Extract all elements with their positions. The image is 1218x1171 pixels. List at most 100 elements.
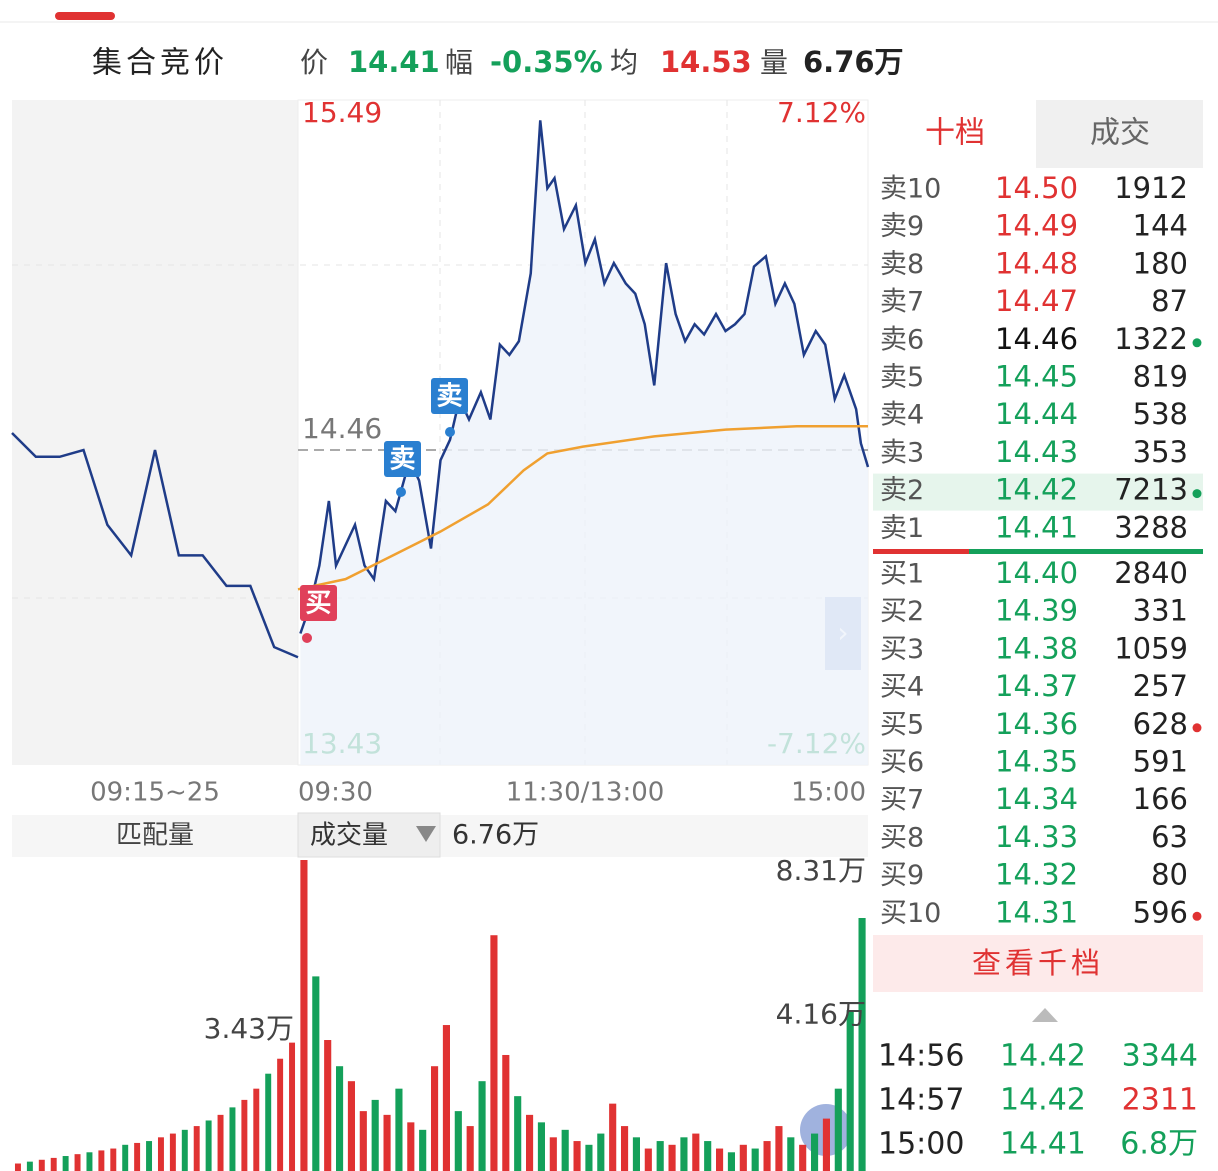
level-price: 14.45 bbox=[995, 360, 1078, 394]
volume-bar bbox=[336, 1066, 344, 1171]
dropdown-icon[interactable] bbox=[416, 826, 436, 842]
auction-volume-bar bbox=[98, 1150, 105, 1171]
header-label: 均 bbox=[610, 46, 638, 79]
trade-marker[interactable] bbox=[431, 378, 468, 414]
level-label: 买3 bbox=[880, 634, 924, 665]
price-line bbox=[299, 120, 870, 634]
more-button[interactable] bbox=[873, 935, 1203, 992]
volume-bar bbox=[514, 1096, 522, 1171]
volume-bar bbox=[668, 1144, 676, 1171]
level-price: 14.39 bbox=[995, 594, 1078, 628]
level-price: 14.40 bbox=[995, 556, 1078, 590]
tab-label[interactable]: 成交 bbox=[1090, 116, 1150, 151]
header-label: 量 bbox=[760, 46, 788, 79]
trade-marker-dot bbox=[302, 633, 312, 643]
level-volume: 87 bbox=[1151, 284, 1188, 318]
level-label: 卖3 bbox=[880, 437, 924, 468]
auction-volume-bar bbox=[62, 1156, 69, 1171]
level-label: 买8 bbox=[880, 822, 924, 853]
level-label: 卖6 bbox=[880, 324, 924, 355]
level-price: 14.43 bbox=[995, 435, 1078, 469]
level-label: 卖9 bbox=[880, 211, 924, 242]
volume-tab[interactable] bbox=[297, 812, 441, 858]
volume-bar bbox=[312, 976, 320, 1171]
volume-bar bbox=[787, 1137, 795, 1171]
level-volume: 331 bbox=[1133, 594, 1188, 628]
auction-volume-bar bbox=[26, 1161, 33, 1171]
level-volume: 353 bbox=[1133, 435, 1188, 469]
level-label: 买2 bbox=[880, 596, 924, 627]
volume-bar bbox=[466, 1126, 474, 1171]
level-volume: 3288 bbox=[1114, 510, 1188, 544]
tab-active[interactable] bbox=[873, 100, 1036, 168]
level-label: 买6 bbox=[880, 747, 924, 778]
more-button-label[interactable]: 查看千档 bbox=[972, 946, 1104, 980]
level-volume: 819 bbox=[1133, 360, 1188, 394]
time-label: 11:30/13:00 bbox=[506, 778, 665, 808]
header-value: 14.41 bbox=[348, 45, 440, 79]
volume-bar bbox=[395, 1088, 403, 1171]
divider-sell bbox=[873, 549, 969, 554]
trade-price: 14.42 bbox=[1000, 1039, 1086, 1074]
trade-time: 14:57 bbox=[878, 1083, 964, 1118]
auction-volume-bar bbox=[122, 1144, 129, 1171]
level-volume: 591 bbox=[1133, 745, 1188, 779]
level-label: 卖7 bbox=[880, 287, 924, 318]
volume-bar bbox=[858, 918, 866, 1171]
y-tick-label: 14.46 bbox=[302, 412, 382, 445]
tab-label[interactable]: 十档 bbox=[925, 116, 985, 151]
level-volume: 1059 bbox=[1114, 631, 1188, 665]
volume-bar bbox=[656, 1141, 664, 1171]
volume-bar bbox=[383, 1114, 391, 1171]
volume-tab-left: 匹配量 bbox=[116, 821, 194, 851]
level-price: 14.33 bbox=[995, 820, 1078, 854]
trade-marker-label: 卖 bbox=[389, 445, 415, 475]
level-price: 14.31 bbox=[995, 895, 1078, 929]
volume-bar bbox=[454, 1111, 462, 1171]
volume-bar bbox=[632, 1137, 640, 1171]
auction-volume-bar bbox=[157, 1137, 164, 1171]
auction-volume-label: 3.43万 bbox=[204, 1012, 294, 1045]
trade-marker[interactable] bbox=[300, 585, 337, 621]
level-price: 14.44 bbox=[995, 397, 1078, 431]
tab[interactable] bbox=[1036, 100, 1203, 168]
time-label: 15:00 bbox=[791, 778, 866, 808]
volume-bar bbox=[692, 1133, 700, 1171]
level-label: 买7 bbox=[880, 785, 924, 816]
volume-bar bbox=[371, 1099, 379, 1171]
level-price: 14.49 bbox=[995, 209, 1078, 243]
level-price: 14.34 bbox=[995, 782, 1078, 816]
auction-volume-bar bbox=[146, 1141, 153, 1171]
auction-volume-bar bbox=[205, 1120, 212, 1171]
auction-volume-bar bbox=[50, 1157, 57, 1171]
expand-icon[interactable] bbox=[1032, 1008, 1058, 1022]
auction-volume-bar bbox=[86, 1152, 93, 1171]
header-label: 幅 bbox=[445, 46, 473, 79]
auction-volume-bar bbox=[14, 1163, 21, 1171]
volume-total: 6.76万 bbox=[452, 820, 539, 851]
volume-bar bbox=[300, 860, 308, 1171]
level-label: 买10 bbox=[880, 898, 941, 929]
trade-volume: 2311 bbox=[1122, 1083, 1198, 1118]
auction-line bbox=[11, 432, 299, 659]
trade-price: 14.42 bbox=[1000, 1083, 1086, 1118]
volume-tab[interactable]: 成交量 bbox=[310, 821, 388, 851]
level-volume: 1912 bbox=[1114, 171, 1188, 205]
level-price: 14.32 bbox=[995, 858, 1078, 892]
trade-price: 14.41 bbox=[1000, 1127, 1086, 1162]
level-label: 卖10 bbox=[880, 174, 941, 205]
level-volume: 144 bbox=[1133, 209, 1188, 243]
avg-line bbox=[297, 424, 868, 591]
level-price: 14.38 bbox=[995, 631, 1078, 665]
volume-bar bbox=[407, 1122, 415, 1171]
level-price: 14.37 bbox=[995, 669, 1078, 703]
level-dot bbox=[1192, 489, 1202, 499]
volume-bar bbox=[716, 1148, 724, 1171]
auction-volume-bar bbox=[253, 1088, 260, 1171]
level-dot bbox=[1192, 338, 1202, 348]
level-volume: 596 bbox=[1133, 895, 1188, 929]
auction-volume-bar bbox=[289, 1042, 296, 1171]
volume-bar bbox=[680, 1137, 688, 1171]
volume-bar bbox=[431, 1066, 439, 1171]
trade-marker[interactable] bbox=[384, 441, 421, 477]
